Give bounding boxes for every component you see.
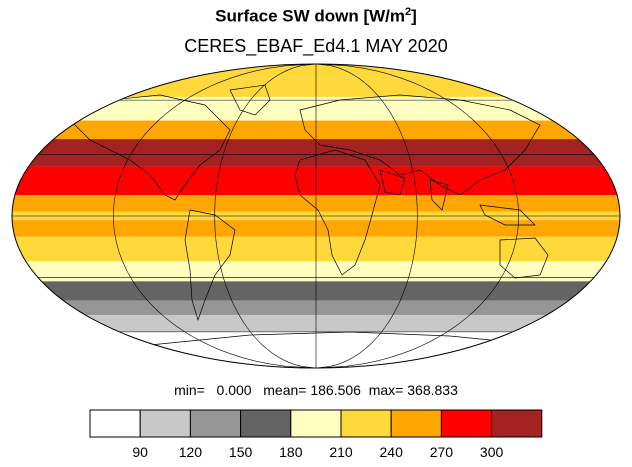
colorbar-tick: 150 [228, 444, 253, 460]
colorbar-swatch-4 [290, 409, 342, 438]
colorbar-swatch-7 [440, 409, 493, 438]
colorbar-swatch-5 [340, 409, 392, 438]
colorbar-swatch-2 [189, 409, 242, 438]
colorbar-swatch-0 [89, 409, 141, 438]
map-border [11, 63, 621, 369]
meridian-line [315, 64, 418, 368]
colorbar-tick: 270 [429, 444, 454, 460]
colorbar-tick: 210 [329, 444, 353, 460]
colorbar-swatch-1 [139, 409, 191, 438]
meridian-line [112, 64, 317, 368]
map-title: Surface SW down [W/m2] [215, 6, 417, 26]
stats-line: min= 0.000 mean= 186.506 max= 368.833 [174, 382, 458, 398]
colorbar-tick: 90 [132, 444, 148, 460]
graticule [12, 64, 620, 368]
colorbar-tick: 300 [479, 444, 504, 460]
meridian-line [315, 64, 520, 368]
colorbar-swatch-8 [491, 409, 543, 438]
colorbar-tick: 240 [379, 444, 403, 460]
map-subtitle: CERES_EBAF_Ed4.1 MAY 2020 [184, 36, 448, 56]
colorbar-tick: 120 [178, 444, 203, 460]
meridian-line [214, 64, 317, 368]
colorbar-swatch-6 [390, 409, 442, 438]
colorbar-tick: 180 [279, 444, 303, 460]
colorbar-swatch-3 [240, 409, 292, 438]
continent-outlines [69, 84, 549, 346]
